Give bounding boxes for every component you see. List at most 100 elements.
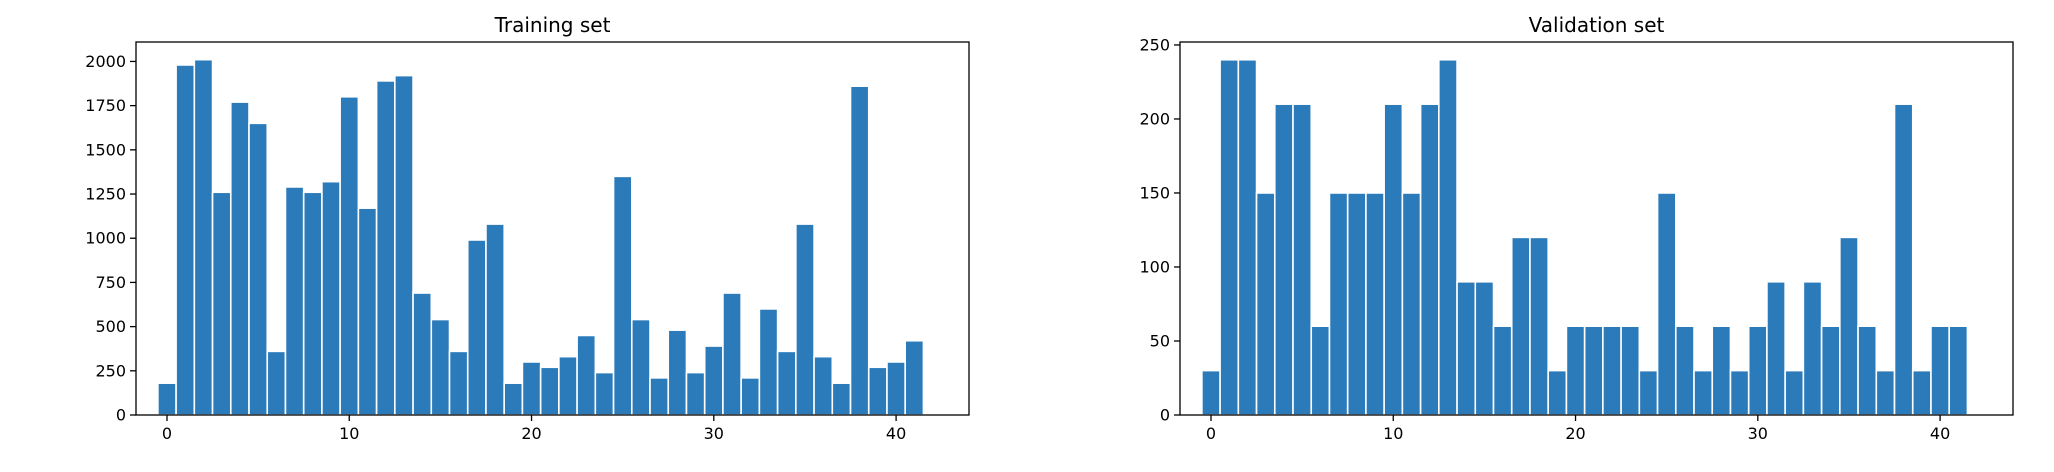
bar [321, 180, 341, 416]
chart-title: Validation set [1529, 13, 1665, 37]
y-tick-label: 50 [1150, 331, 1170, 350]
x-tick-label: 30 [704, 424, 724, 443]
chart-title: Training set [494, 13, 611, 37]
bar [1729, 369, 1750, 416]
bar [1310, 325, 1331, 416]
bar [649, 377, 670, 416]
bar [795, 223, 815, 416]
y-tick-label: 1000 [85, 229, 126, 248]
bar [1602, 325, 1622, 416]
bar [1328, 192, 1349, 416]
bar [1839, 236, 1859, 416]
bar [1875, 369, 1896, 416]
bar [211, 191, 232, 416]
validation-set-chart: 0 10 20 30 40 0 50 100 150 200 250 Validation set [1139, 13, 2014, 443]
bar [193, 58, 214, 416]
y-tick-label: 200 [1139, 109, 1170, 128]
bar [229, 101, 250, 416]
bar [284, 186, 305, 416]
bar [1948, 325, 1969, 416]
bar [1438, 58, 1458, 416]
bar [1802, 280, 1823, 416]
bar [357, 207, 378, 416]
bar [394, 74, 414, 416]
bar [485, 223, 505, 416]
bar [886, 361, 907, 416]
bar [466, 239, 487, 416]
bar [175, 64, 196, 416]
x-tick-label: 20 [1565, 424, 1585, 443]
y-tick-label: 100 [1139, 257, 1170, 276]
y-tick-label: 500 [95, 317, 126, 336]
y-tick-label: 250 [95, 361, 126, 380]
x-tick-label: 0 [1206, 424, 1216, 443]
bar [1820, 325, 1841, 416]
bar [849, 85, 870, 416]
bar [1857, 325, 1878, 416]
y-tick-label: 750 [95, 273, 126, 292]
bar [339, 96, 360, 416]
bar [594, 371, 615, 416]
bar [1638, 369, 1659, 416]
bar [685, 371, 706, 416]
bar [740, 377, 761, 416]
bar [667, 329, 688, 416]
bar [1911, 369, 1932, 416]
bar [1365, 192, 1385, 416]
bar [1474, 280, 1495, 416]
bar [1529, 236, 1549, 416]
bar [558, 355, 578, 416]
x-tick-label: 40 [1930, 424, 1950, 443]
bar [1273, 103, 1294, 416]
bar [1565, 325, 1586, 416]
x-tick-label: 0 [162, 424, 172, 443]
bar [1656, 192, 1677, 416]
bar [813, 355, 834, 416]
bar [722, 292, 742, 416]
bar [1456, 280, 1477, 416]
y-tick-label: 0 [116, 406, 126, 425]
bar [1711, 325, 1732, 416]
bar [1255, 192, 1276, 416]
bar [1492, 325, 1513, 416]
bar [503, 382, 524, 416]
bar [1747, 325, 1768, 416]
y-tick-label: 2000 [85, 52, 126, 71]
y-tick-label: 1750 [85, 96, 126, 115]
bar [157, 382, 177, 416]
bar [703, 345, 724, 416]
bar [1547, 369, 1568, 416]
x-tick-label: 30 [1748, 424, 1768, 443]
bar [448, 350, 469, 416]
bar [1401, 192, 1422, 416]
bar [1583, 325, 1604, 416]
bar [302, 191, 323, 416]
bar [1383, 103, 1404, 416]
bar [831, 382, 852, 416]
bar [1237, 58, 1258, 416]
x-tick-label: 20 [521, 424, 541, 443]
bar [1693, 369, 1714, 416]
bar [412, 292, 433, 416]
training-set-chart: 0 10 20 30 40 0 250 500 750 1000 1250 1500 1750 2000 T… [85, 13, 970, 443]
bar [1674, 325, 1695, 416]
y-tick-label: 1250 [85, 185, 126, 204]
plot-frame [1179, 41, 2014, 416]
bar [1766, 280, 1786, 416]
bar [248, 122, 269, 416]
bar [904, 339, 925, 416]
bar [266, 350, 287, 416]
bar [375, 80, 396, 416]
bar [1419, 103, 1440, 416]
bar [1893, 103, 1914, 416]
bar [1784, 369, 1805, 416]
bar [1620, 325, 1641, 416]
bar [430, 318, 451, 416]
bar [612, 175, 633, 416]
bar [1930, 325, 1951, 416]
x-tick-label: 10 [339, 424, 359, 443]
y-tick-label: 250 [1139, 35, 1170, 54]
y-tick-label: 0 [1160, 406, 1170, 425]
bar [521, 361, 542, 416]
